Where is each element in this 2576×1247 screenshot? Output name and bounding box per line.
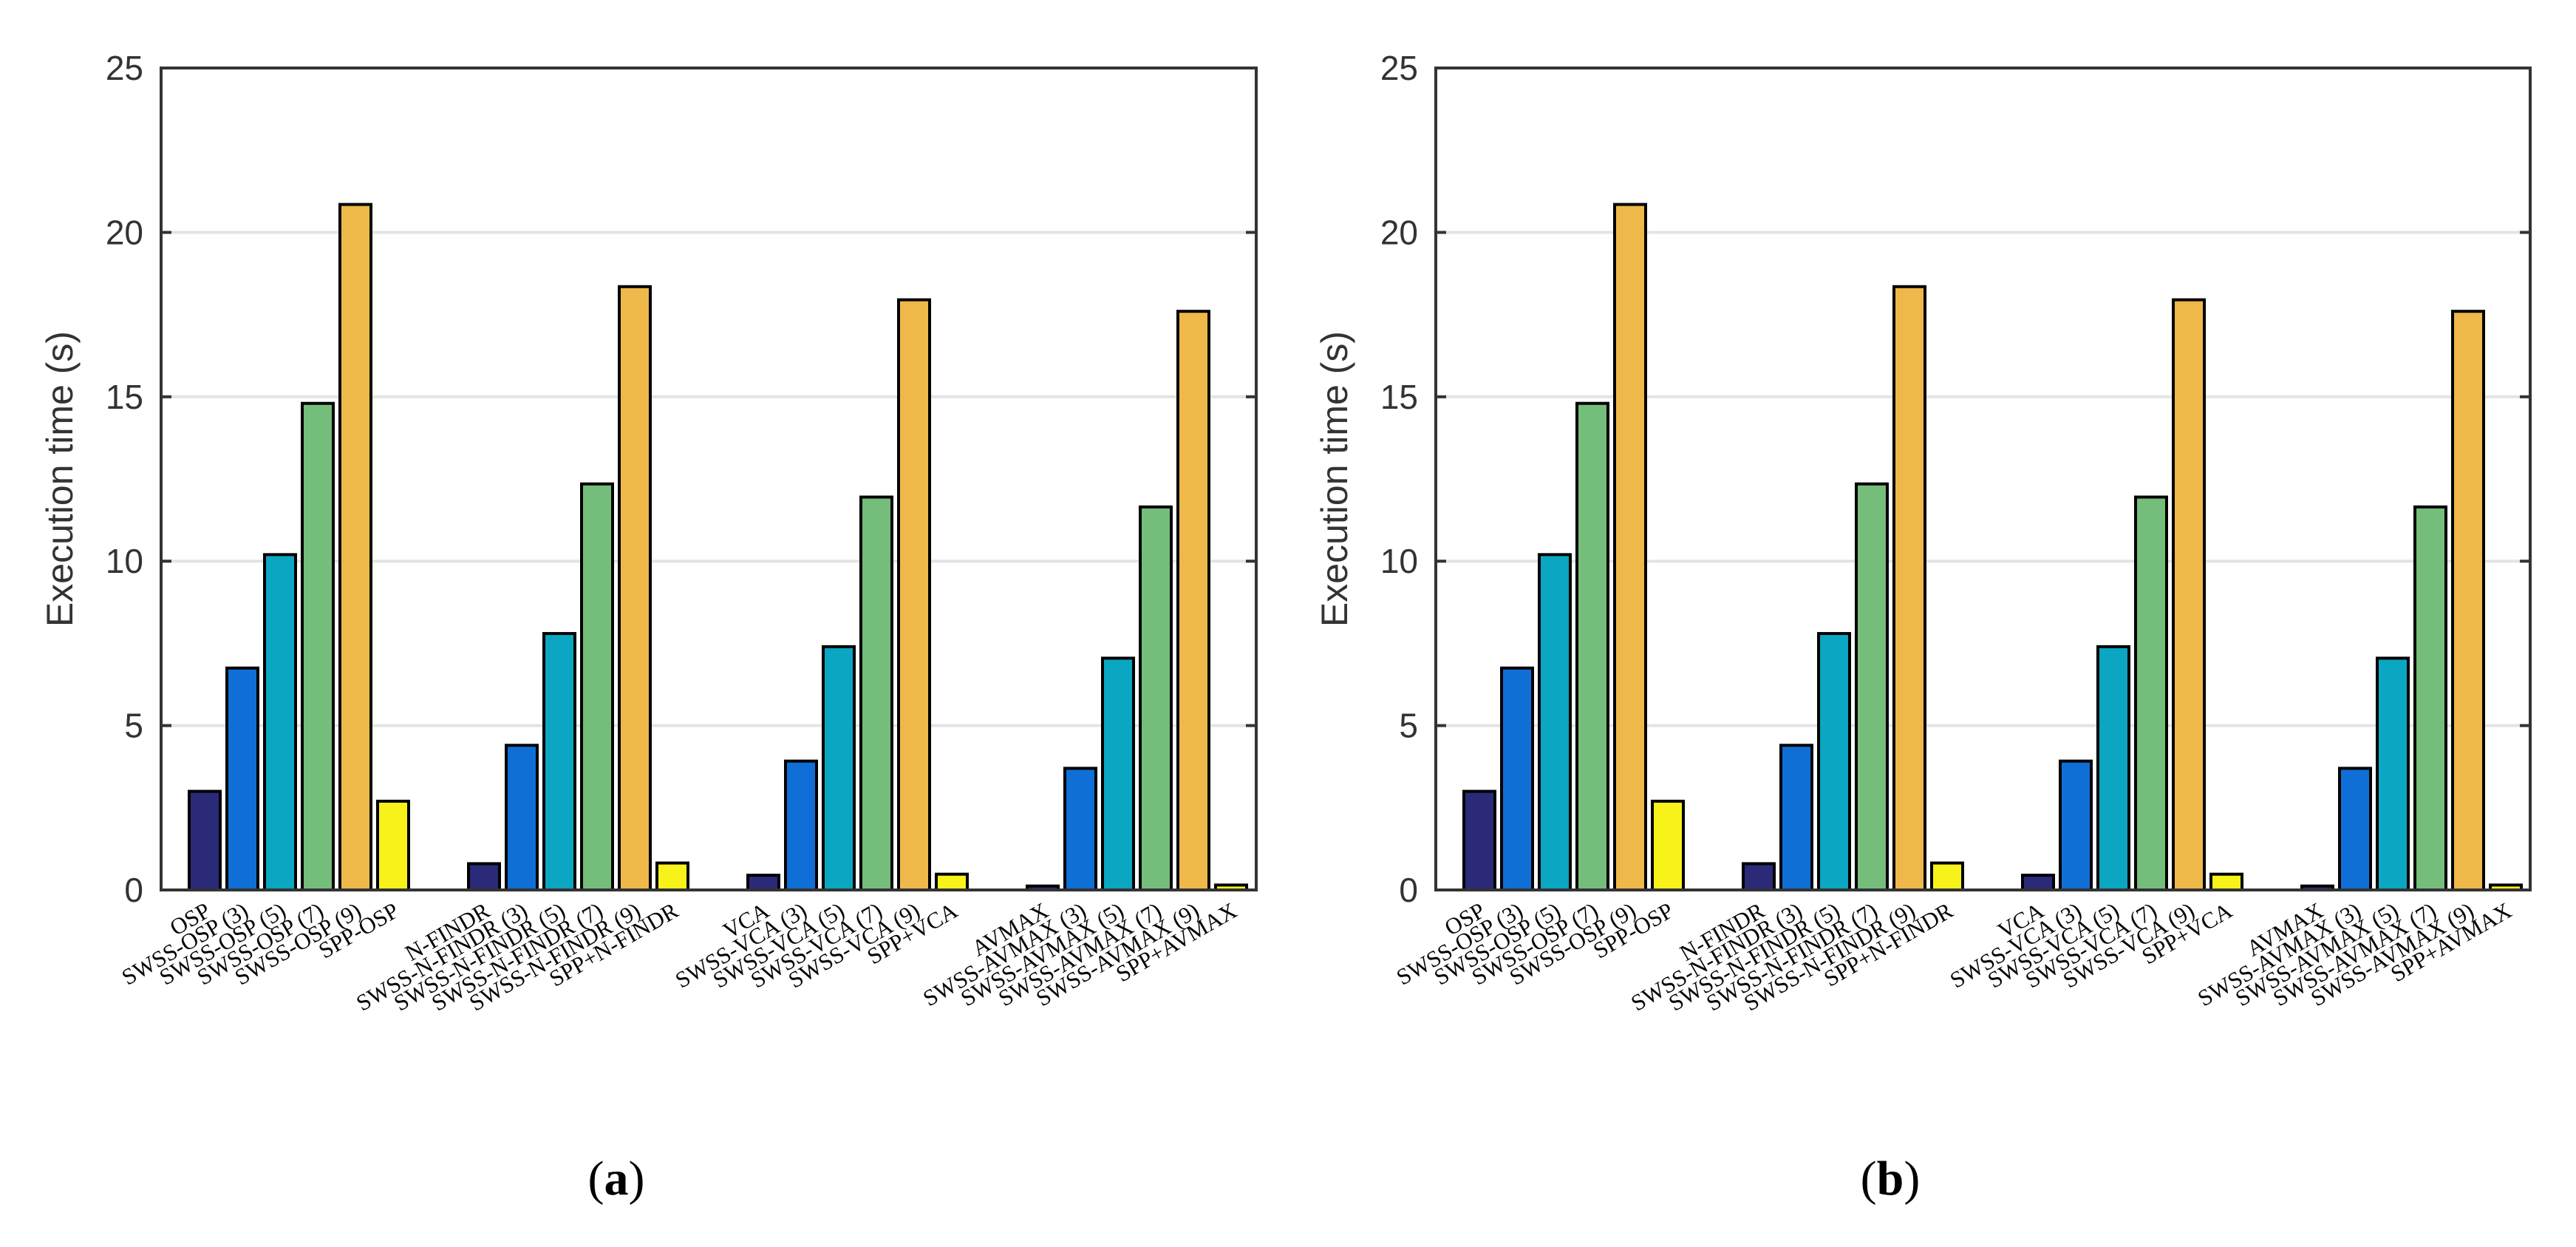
y-tick-label: 10 [1380,542,1418,580]
y-tick-label: 20 [106,213,143,251]
axes-frame [1434,67,2532,891]
y-tick-label: 20 [1380,213,1418,251]
bar-swss-n-findr-7 [580,482,614,891]
bar-swss-vca-9 [897,298,931,892]
bar-swss-avmax-9 [2451,310,2485,892]
y-tick-label: 25 [1380,49,1418,87]
bar-osp [1462,789,1496,892]
bar-spp-n-findr [1930,861,1964,891]
bar-swss-n-findr-3 [1779,744,1813,892]
bar-swss-avmax-7 [1139,505,1173,891]
y-tick-label: 0 [1399,871,1418,909]
bar-swss-avmax-9 [1176,310,1210,892]
bar-swss-vca-5 [2096,645,2130,892]
bar-swss-osp-5 [1538,553,1572,892]
bar-swss-n-findr-9 [618,285,652,891]
bar-swss-osp-9 [338,203,372,892]
bar-spp-n-findr [655,861,689,891]
bar-swss-avmax-3 [2338,767,2372,891]
y-tick-label: 10 [106,542,143,580]
bar-spp-osp [376,799,410,892]
y-tick-label: 15 [106,378,143,416]
bar-vca [746,873,780,892]
y-tick-label: 0 [124,871,143,909]
y-tick-label: 5 [1399,707,1418,745]
bar-swss-osp-5 [263,553,297,892]
bar-swss-vca-7 [859,495,893,891]
panel-caption: (b) [1861,1152,1921,1206]
bar-swss-osp-9 [1613,203,1647,892]
y-tick-label: 5 [124,707,143,745]
bar-swss-osp-7 [301,401,335,891]
bar-swss-n-findr-5 [1817,632,1851,892]
bar-swss-avmax-7 [2413,505,2447,891]
bar-swss-n-findr-7 [1855,482,1889,891]
y-tick-label: 25 [106,49,143,87]
panel-caption: (a) [588,1152,645,1206]
bar-spp-osp [1651,799,1685,892]
y-tick-label: 15 [1380,378,1418,416]
bar-swss-n-findr-3 [505,744,539,892]
bar-swss-avmax-5 [2376,656,2410,892]
bar-n-findr [1742,862,1776,892]
bar-swss-vca-9 [2172,298,2206,892]
bar-swss-vca-5 [822,645,856,892]
y-axis-label: Execution time (s) [39,331,81,627]
bar-osp [188,789,222,892]
axes-frame [160,67,1258,891]
bar-swss-osp-3 [225,666,259,891]
y-axis-label: Execution time (s) [1314,331,1355,627]
bar-vca [2021,873,2055,892]
bar-swss-vca-3 [2059,759,2093,892]
bar-swss-vca-3 [784,759,818,892]
bar-swss-osp-3 [1500,666,1534,891]
bar-swss-osp-7 [1575,401,1609,891]
bar-spp-vca [935,872,969,892]
bar-swss-avmax-3 [1063,767,1097,891]
bar-n-findr [467,862,501,892]
bar-spp-vca [2209,872,2243,892]
bar-swss-n-findr-5 [542,632,576,892]
bar-swss-avmax-5 [1101,656,1135,892]
bar-swss-n-findr-9 [1892,285,1926,891]
bar-swss-vca-7 [2134,495,2168,891]
